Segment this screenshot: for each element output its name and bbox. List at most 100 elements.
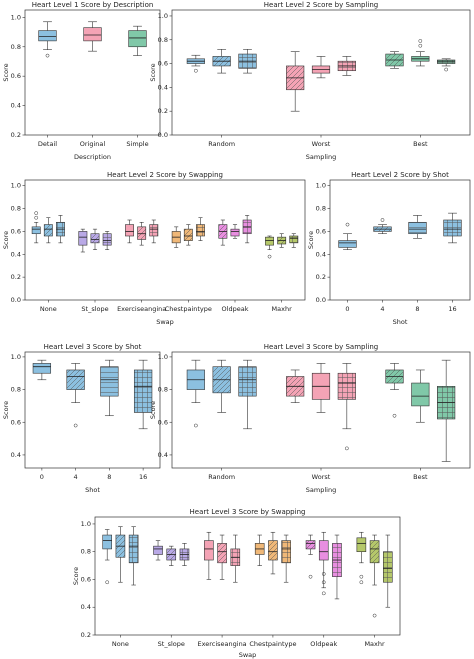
box <box>133 369 153 413</box>
y-tick-label: 1.0 <box>11 353 21 361</box>
x-tick-label: 0 <box>345 305 349 313</box>
outlier <box>267 254 272 259</box>
y-tick-label: 0.4 <box>316 250 326 258</box>
x-axis-label: Swap <box>239 651 257 659</box>
y-tick-label: 0.6 <box>81 575 91 583</box>
x-tick-label: 8 <box>415 305 419 313</box>
y-tick-label: 0.2 <box>11 273 21 281</box>
y-tick-label: 1.0 <box>316 182 326 190</box>
y-tick-label: 0.6 <box>11 418 21 426</box>
box <box>32 363 52 374</box>
box <box>100 366 119 397</box>
y-tick-label: 1.0 <box>158 12 168 20</box>
box <box>128 30 147 48</box>
box <box>265 236 274 246</box>
chart-title: Heart Level 3 Score by Swapping <box>190 508 306 516</box>
box <box>443 219 462 237</box>
box <box>437 59 456 64</box>
outlier <box>418 43 423 48</box>
x-tick-label: None <box>112 640 129 648</box>
outlier <box>105 580 110 585</box>
y-tick-label: 0.4 <box>11 451 21 459</box>
x-tick-label: Random <box>208 473 235 481</box>
y-tick-label: 0.4 <box>81 603 91 611</box>
y-tick-label: 0.0 <box>11 296 21 304</box>
y-tick-label: 0.6 <box>158 418 168 426</box>
box <box>90 233 100 244</box>
chart-title: Heart Level 3 Score by Sampling <box>264 343 379 351</box>
y-axis-label: Score <box>149 63 157 81</box>
y-tick-label: 0.0 <box>158 131 168 139</box>
y-tick-label: 0.2 <box>158 107 168 115</box>
chart-title: Heart Level 1 Score by Description <box>32 1 154 9</box>
outlier <box>193 423 198 428</box>
y-tick-label: 0.6 <box>158 60 168 68</box>
y-tick-label: 0.4 <box>158 83 168 91</box>
x-tick-label: Simple <box>126 140 148 148</box>
chart-title: Heart Level 3 Score by Shot <box>44 343 142 351</box>
y-tick-label: 0.6 <box>316 227 326 235</box>
y-axis-label: Score <box>72 567 80 585</box>
outlier <box>45 53 50 58</box>
y-tick-label: 0.6 <box>11 227 21 235</box>
outlier <box>418 39 423 43</box>
x-tick-label: None <box>40 305 57 313</box>
x-tick-label: Oldpeak <box>310 640 337 648</box>
outlier <box>193 68 198 73</box>
box <box>149 224 159 237</box>
chart-title: Heart Level 2 Score by Swapping <box>107 171 223 179</box>
y-tick-label: 0.8 <box>158 386 168 394</box>
outlier <box>444 67 449 72</box>
x-tick-label: Maxhr <box>364 640 385 648</box>
outlier <box>372 613 377 618</box>
x-tick-label: 8 <box>107 473 111 481</box>
box <box>337 372 356 400</box>
y-tick-label: 0.2 <box>316 273 326 281</box>
box <box>153 545 163 555</box>
x-tick-label: Worst <box>312 473 331 481</box>
box <box>83 27 102 42</box>
outlier <box>359 580 364 585</box>
box <box>125 224 134 237</box>
box <box>217 543 227 564</box>
outlier <box>321 572 326 576</box>
y-tick-label: 0.4 <box>158 451 168 459</box>
x-axis-label: Swap <box>156 318 174 326</box>
y-axis-label: Score <box>2 231 10 249</box>
y-tick-label: 1.0 <box>81 520 91 528</box>
x-axis-label: Sampling <box>306 153 336 161</box>
box <box>238 366 257 397</box>
outlier <box>380 218 385 222</box>
x-tick-label: Random <box>208 140 235 148</box>
box <box>43 224 53 237</box>
x-axis-label: Shot <box>85 486 100 494</box>
y-axis-label: Score <box>307 231 315 249</box>
x-tick-label: St_slope <box>158 640 185 648</box>
x-tick-label: Oldpeak <box>222 305 249 313</box>
y-tick-label: 0.8 <box>158 36 168 44</box>
outlier <box>392 413 397 418</box>
y-tick-label: 0.8 <box>81 548 91 556</box>
x-tick-label: 4 <box>74 473 78 481</box>
box <box>66 369 85 390</box>
y-tick-label: 0.2 <box>81 631 91 639</box>
y-axis-label: Score <box>2 401 10 419</box>
y-tick-label: 1.0 <box>11 13 21 21</box>
box <box>204 540 214 561</box>
y-axis-label: Score <box>2 63 10 81</box>
x-tick-label: 16 <box>139 473 147 481</box>
y-axis-label: Score <box>149 401 157 419</box>
x-tick-label: 0 <box>40 473 44 481</box>
chart-title: Heart Level 2 Score by Sampling <box>264 1 379 9</box>
box <box>408 221 427 235</box>
x-tick-label: Best <box>413 140 428 148</box>
x-tick-label: Exerciseangina <box>117 305 166 313</box>
axes-frame <box>24 351 161 469</box>
axes-frame <box>94 516 401 636</box>
box <box>356 537 367 553</box>
box <box>281 540 291 564</box>
box <box>305 540 316 550</box>
chart-title: Heart Level 2 Score by Shot <box>351 171 449 179</box>
x-tick-label: Exerciseangina <box>197 640 246 648</box>
x-tick-label: Maxhr <box>272 305 293 313</box>
